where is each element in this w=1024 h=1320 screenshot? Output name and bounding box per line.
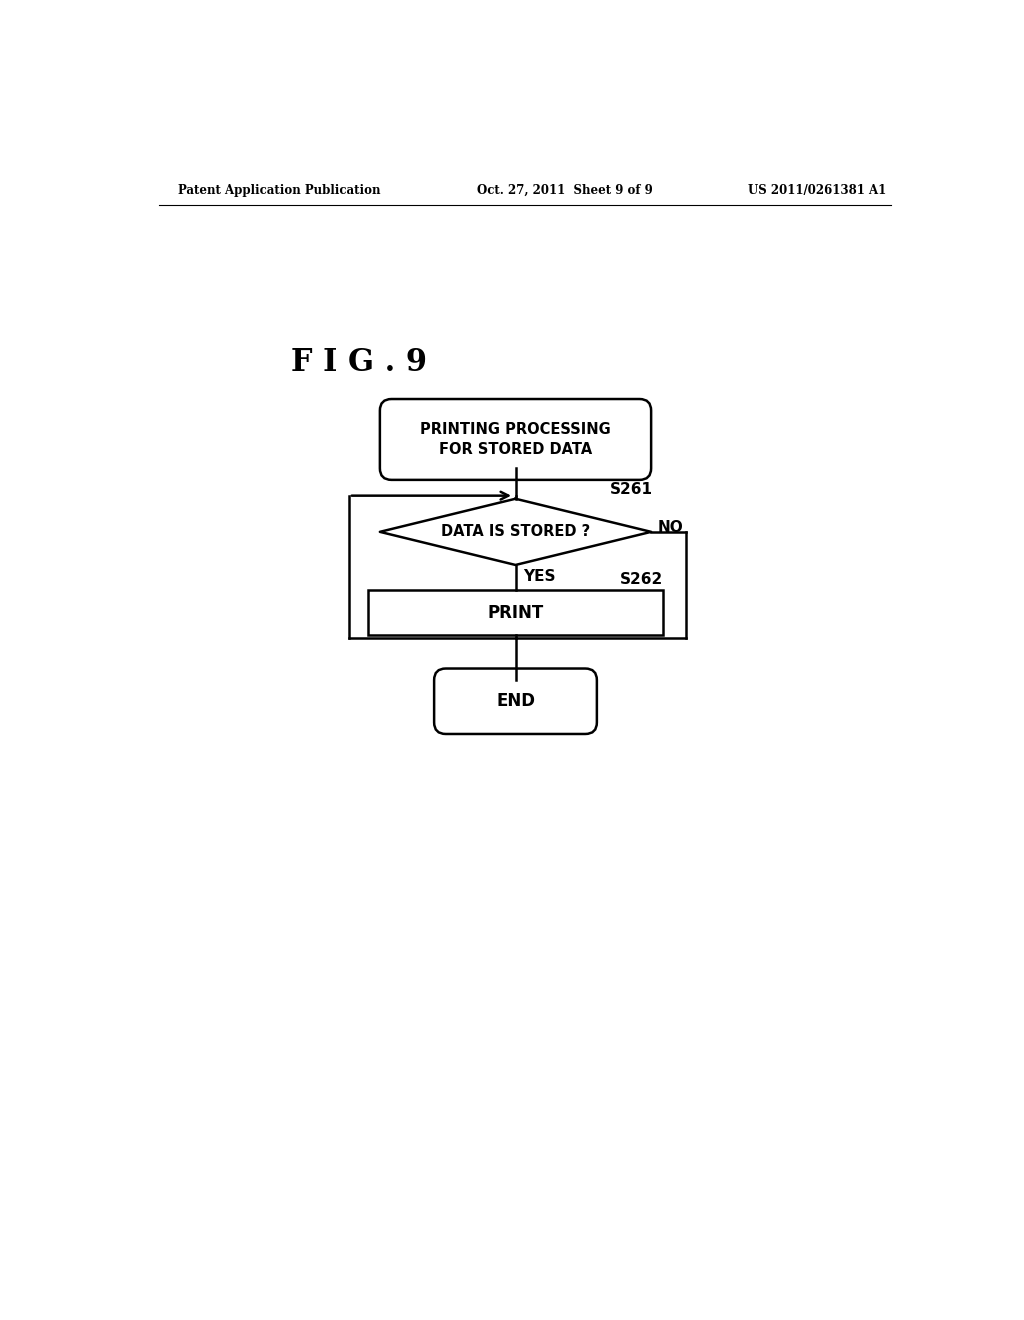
Text: YES: YES bbox=[523, 569, 556, 583]
Text: END: END bbox=[496, 692, 535, 710]
Text: S262: S262 bbox=[620, 573, 663, 587]
FancyBboxPatch shape bbox=[434, 668, 597, 734]
FancyBboxPatch shape bbox=[369, 590, 663, 635]
Text: S261: S261 bbox=[609, 482, 652, 498]
Text: US 2011/0261381 A1: US 2011/0261381 A1 bbox=[748, 185, 886, 197]
Text: F I G . 9: F I G . 9 bbox=[291, 347, 427, 378]
FancyBboxPatch shape bbox=[380, 399, 651, 480]
Text: DATA IS STORED ?: DATA IS STORED ? bbox=[441, 524, 590, 540]
Text: Patent Application Publication: Patent Application Publication bbox=[178, 185, 381, 197]
Polygon shape bbox=[380, 499, 651, 565]
Text: PRINTING PROCESSING
FOR STORED DATA: PRINTING PROCESSING FOR STORED DATA bbox=[420, 422, 611, 457]
Text: Oct. 27, 2011  Sheet 9 of 9: Oct. 27, 2011 Sheet 9 of 9 bbox=[477, 185, 652, 197]
Text: PRINT: PRINT bbox=[487, 603, 544, 622]
Text: NO: NO bbox=[657, 520, 683, 536]
